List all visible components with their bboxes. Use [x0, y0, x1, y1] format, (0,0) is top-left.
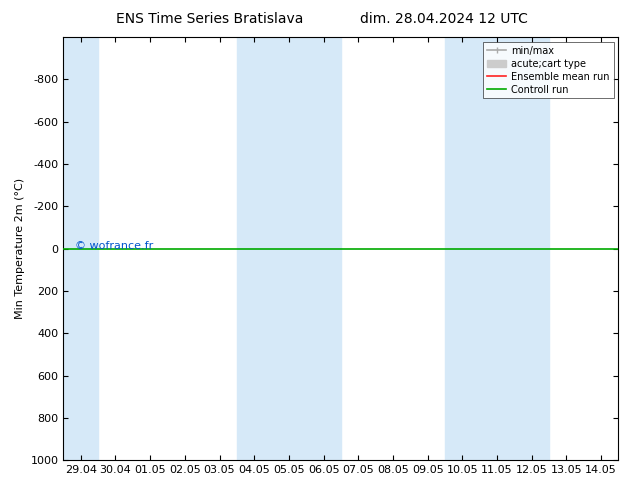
Text: ENS Time Series Bratislava: ENS Time Series Bratislava	[115, 12, 303, 26]
Bar	[237, 37, 271, 460]
Legend: min/max, acute;cart type, Ensemble mean run, Controll run: min/max, acute;cart type, Ensemble mean …	[483, 42, 614, 98]
Bar	[445, 37, 480, 460]
Bar	[271, 37, 306, 460]
Y-axis label: Min Temperature 2m (°C): Min Temperature 2m (°C)	[15, 178, 25, 319]
Bar	[306, 37, 341, 460]
Bar	[63, 37, 98, 460]
Bar	[514, 37, 549, 460]
Text: © wofrance.fr: © wofrance.fr	[75, 242, 153, 251]
Text: dim. 28.04.2024 12 UTC: dim. 28.04.2024 12 UTC	[360, 12, 527, 26]
Bar	[480, 37, 514, 460]
